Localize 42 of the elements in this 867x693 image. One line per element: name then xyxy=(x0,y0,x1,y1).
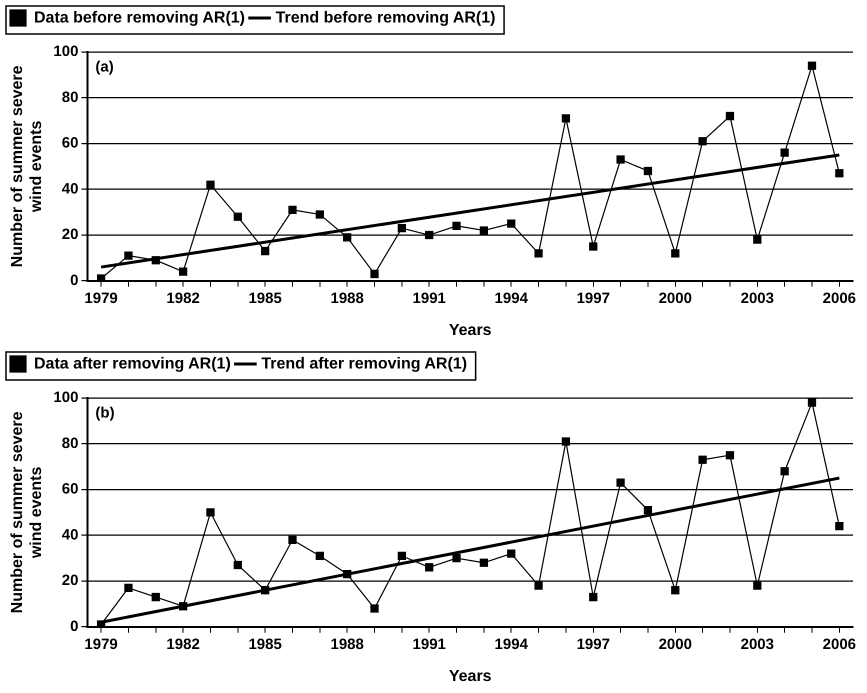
x-tick-label: 1979 xyxy=(84,290,118,307)
x-tick-label: 2003 xyxy=(740,636,774,653)
x-tick-label: 1994 xyxy=(494,636,529,653)
legend-label: Data after removing AR(1) xyxy=(34,355,231,372)
x-tick-label: 2006 xyxy=(822,636,856,653)
y-tick-label: 80 xyxy=(62,88,78,106)
annotation: (a) xyxy=(95,58,114,76)
y-tick-label: 100 xyxy=(53,43,78,60)
x-tick-label: 1994 xyxy=(494,290,529,307)
legend-label: Trend after removing AR(1) xyxy=(261,355,468,372)
y-tick-label: 100 xyxy=(53,389,78,406)
y-tick-label: 60 xyxy=(62,480,78,498)
x-tick-label: 2000 xyxy=(658,290,692,307)
x-tick-label: 1991 xyxy=(412,290,446,307)
y-tick-label: 80 xyxy=(62,434,78,452)
x-tick-label: 1988 xyxy=(330,290,364,307)
y-tick-label: 0 xyxy=(70,272,78,289)
x-tick-label: 1997 xyxy=(576,636,610,653)
x-tick-label: 2003 xyxy=(740,290,774,307)
x-tick-label: 1985 xyxy=(248,290,282,307)
x-tick-label: 1982 xyxy=(166,636,200,653)
x-tick-label: 2006 xyxy=(822,290,856,307)
x-tick-label: 2000 xyxy=(658,636,692,653)
x-tick-label: 1988 xyxy=(330,636,364,653)
x-axis-title: Years xyxy=(448,668,492,685)
y-tick-label: 40 xyxy=(62,180,78,198)
legend-label: Data before removing AR(1) xyxy=(34,9,245,26)
x-tick-label: 1982 xyxy=(166,290,200,307)
y-tick-label: 20 xyxy=(62,226,78,244)
y-axis-title: Number of summer severe wind events xyxy=(9,411,46,614)
x-tick-label: 1985 xyxy=(248,636,282,653)
y-tick-label: 0 xyxy=(70,618,78,635)
x-tick-label: 1979 xyxy=(84,636,118,653)
x-tick-label: 1997 xyxy=(576,290,610,307)
legend-label: Trend before removing AR(1) xyxy=(276,9,496,26)
y-tick-label: 20 xyxy=(62,572,78,590)
annotation: (b) xyxy=(95,404,115,422)
y-axis-title: Number of summer severe wind events xyxy=(9,65,46,268)
y-tick-label: 60 xyxy=(62,134,78,152)
x-tick-label: 1991 xyxy=(412,636,446,653)
x-axis-title: Years xyxy=(448,322,492,339)
y-tick-label: 40 xyxy=(62,526,78,544)
